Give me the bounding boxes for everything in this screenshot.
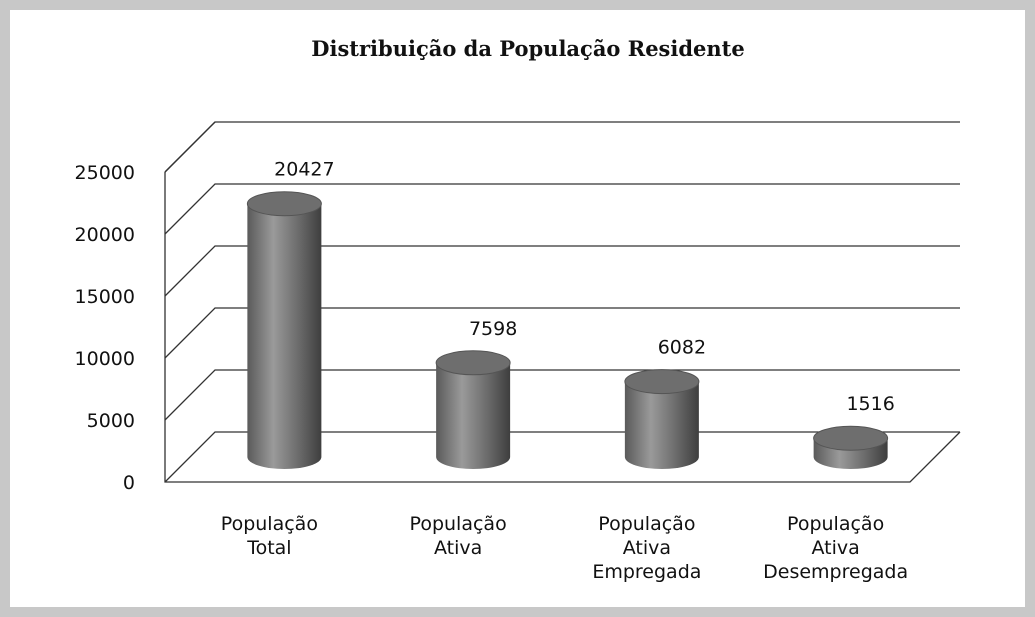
bar: [246, 191, 322, 470]
bar: [813, 425, 889, 470]
y-tick-label: 25000: [75, 162, 135, 184]
x-tick-label: População Total: [221, 513, 318, 559]
grid-line: [164, 121, 960, 173]
grid-line: [164, 431, 960, 483]
chart-title: Distribuição da População Residente: [311, 36, 744, 61]
cylinder-top: [624, 369, 700, 395]
data-label: 7598: [469, 318, 517, 340]
axis-wall: [164, 172, 961, 483]
bar: [624, 369, 700, 470]
y-tick-label: 5000: [87, 410, 135, 432]
cylinder-body: [624, 381, 699, 470]
cylinder-body: [247, 203, 322, 470]
data-label: 1516: [846, 393, 894, 415]
x-tick-label: População Ativa Desempregada: [763, 513, 908, 583]
y-tick-label: 10000: [75, 348, 135, 370]
grid-line: [164, 369, 960, 421]
bar: [435, 350, 511, 470]
grid-line: [164, 245, 960, 297]
y-tick-label: 20000: [75, 224, 135, 246]
y-tick-label: 0: [123, 472, 135, 494]
cylinder-body: [436, 362, 511, 470]
grid-line: [164, 307, 960, 359]
x-tick-label: População Ativa Empregada: [592, 513, 701, 583]
x-tick-label: População Ativa: [410, 513, 507, 559]
y-tick-label: 15000: [75, 286, 135, 308]
cylinder-top: [246, 191, 322, 217]
grid-line: [164, 183, 960, 235]
cylinder-top: [813, 425, 889, 451]
data-label: 6082: [658, 337, 706, 359]
cylinder-top: [435, 350, 511, 376]
data-label: 20427: [274, 159, 334, 181]
